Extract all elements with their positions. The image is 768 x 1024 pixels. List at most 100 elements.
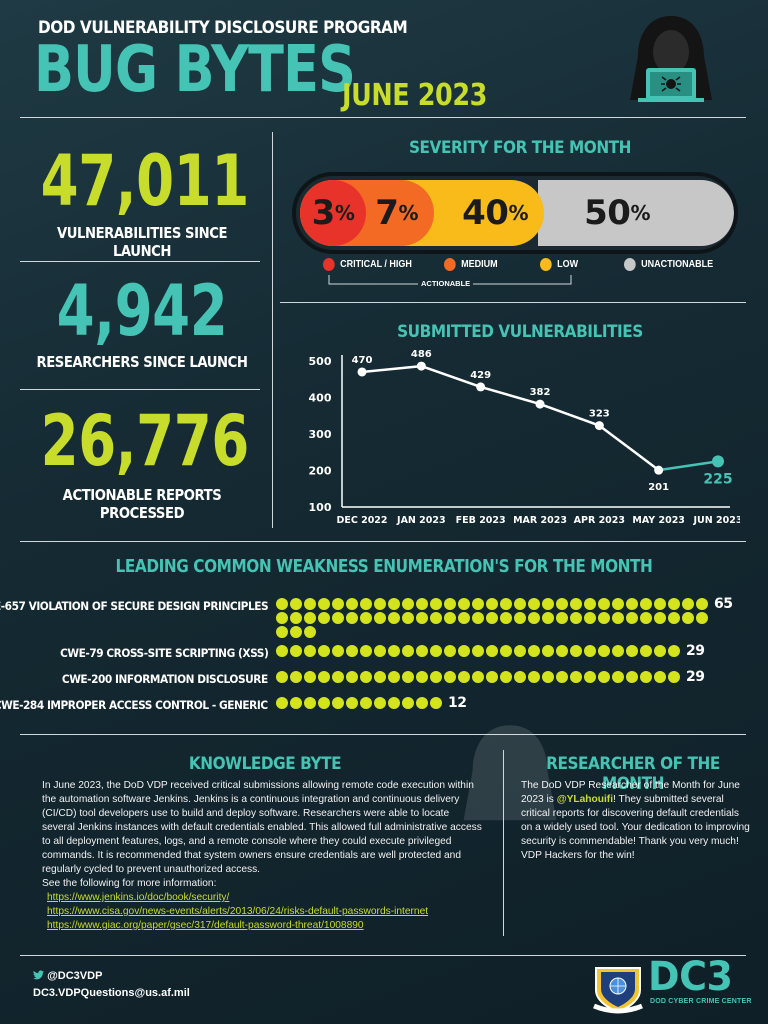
cwe-dot <box>654 645 666 657</box>
cwe-dot <box>528 671 540 683</box>
x-tick-label: JAN 2023 <box>396 515 446 526</box>
severity-percent-sign: % <box>630 201 650 225</box>
cwe-dot <box>570 645 582 657</box>
cwe-dot <box>598 598 610 610</box>
cwe-label: CWE-79 CROSS-SITE SCRIPTING (XSS) <box>59 646 269 660</box>
cwe-dot <box>654 612 666 624</box>
cwe-dot-row <box>276 645 682 657</box>
cwe-dot <box>626 612 638 624</box>
researcher-outro: ! They submitted several critical report… <box>521 794 750 861</box>
severity-value-low: 40 <box>462 193 509 233</box>
series-line-segment <box>658 460 719 472</box>
cwe-dot <box>430 598 442 610</box>
cwe-dot <box>584 671 596 683</box>
y-tick-label: 300 <box>309 428 332 441</box>
cwe-dot <box>542 645 554 657</box>
data-label: 486 <box>411 349 432 360</box>
x-tick-label: MAR 2023 <box>513 515 567 526</box>
cwe-dot-row <box>276 598 710 638</box>
cwe-dot <box>458 598 470 610</box>
cwe-dot <box>458 645 470 657</box>
cwe-dot <box>528 598 540 610</box>
cwe-dot <box>318 697 330 709</box>
cwe-dot <box>290 671 302 683</box>
cwe-dot <box>542 612 554 624</box>
page-title: BUG BYTES <box>34 33 356 107</box>
cwe-dot <box>542 671 554 683</box>
stat-researchers-value: 4,942 <box>56 270 228 352</box>
severity-percent-sign: % <box>334 201 355 225</box>
cwe-dot <box>612 645 624 657</box>
cwe-dot <box>416 645 428 657</box>
cwe-dot <box>346 697 358 709</box>
cwe-dot <box>290 612 302 624</box>
cwe-dot <box>640 598 652 610</box>
researcher-handle: @YLahouifi <box>556 794 614 805</box>
cwe-dot <box>682 598 694 610</box>
cwe-dot <box>374 612 386 624</box>
cwe-dot <box>514 612 526 624</box>
y-tick-label: 100 <box>309 501 332 514</box>
cwe-count: 29 <box>686 669 705 685</box>
cwe-dot <box>458 671 470 683</box>
cwe-dot <box>598 612 610 624</box>
stat-actionable-label: ACTIONABLE REPORTS PROCESSED <box>62 486 222 522</box>
cwe-dot <box>416 598 428 610</box>
knowledge-title: KNOWLEDGE BYTE <box>188 754 342 774</box>
cwe-dot <box>332 598 344 610</box>
cwe-dot <box>556 612 568 624</box>
contact-email[interactable]: DC3.VDPQuestions@us.af.mil <box>33 987 190 999</box>
data-label: 225 <box>703 471 732 487</box>
knowledge-body: In June 2023, the DoD VDP received criti… <box>42 779 482 933</box>
cwe-dot <box>318 612 330 624</box>
x-tick-label: JUN 2023 <box>693 515 740 526</box>
cwe-dot <box>388 598 400 610</box>
cwe-dot <box>374 697 386 709</box>
cwe-dot <box>430 671 442 683</box>
cwe-dot <box>444 612 456 624</box>
report-month: JUNE 2023 <box>342 78 487 113</box>
cwe-count: 65 <box>714 596 733 612</box>
cwe-label: CWE-657 VIOLATION OF SECURE DESIGN PRINC… <box>0 599 268 613</box>
cwe-dot <box>472 598 484 610</box>
cwe-dot <box>304 697 316 709</box>
cwe-dot <box>430 612 442 624</box>
dc3-seal-icon <box>593 967 643 1014</box>
cwe-dot <box>388 645 400 657</box>
cwe-dot <box>444 645 456 657</box>
twitter-handle[interactable]: @DC3VDP <box>33 970 102 982</box>
cwe-title: LEADING COMMON WEAKNESS ENUMERATION'S FO… <box>115 556 653 577</box>
data-point <box>357 367 367 377</box>
cwe-dot <box>304 645 316 657</box>
cwe-dot <box>570 598 582 610</box>
cwe-dot <box>360 645 372 657</box>
cwe-dot <box>542 598 554 610</box>
cwe-dot <box>304 598 316 610</box>
cwe-dot <box>290 645 302 657</box>
cwe-dot <box>486 612 498 624</box>
legend-unactionable: UNACTIONABLE <box>624 258 713 271</box>
cwe-dot <box>626 598 638 610</box>
severity-percent-sign: % <box>508 201 528 225</box>
cwe-dot <box>626 645 638 657</box>
cwe-dot <box>528 645 540 657</box>
link-jenkins[interactable]: https://www.jenkins.io/doc/book/security… <box>47 892 230 903</box>
cwe-dot <box>402 697 414 709</box>
cwe-dot <box>528 612 540 624</box>
cwe-dot <box>276 598 288 610</box>
dc3-logo-text: DC3 <box>648 954 733 1000</box>
severity-value-medium: 7 <box>375 193 399 233</box>
cwe-dot <box>276 626 288 638</box>
series-line-segment <box>361 364 422 374</box>
stat-actionable-value: 26,776 <box>40 400 250 482</box>
cwe-label: CWE-200 INFORMATION DISCLOSURE <box>62 672 268 686</box>
cwe-dot <box>276 671 288 683</box>
cwe-dot <box>556 598 568 610</box>
link-cisa[interactable]: https://www.cisa.gov/news-events/alerts/… <box>47 906 429 917</box>
chart-title: SUBMITTED VULNERABILITIES <box>397 322 643 342</box>
severity-value-unactionable: 50 <box>584 193 631 233</box>
cwe-dot <box>276 645 288 657</box>
program-name: DOD VULNERABILITY DISCLOSURE PROGRAM <box>38 18 408 38</box>
cwe-dot <box>472 612 484 624</box>
link-giac[interactable]: https://www.giac.org/paper/gsec/317/defa… <box>47 920 364 931</box>
